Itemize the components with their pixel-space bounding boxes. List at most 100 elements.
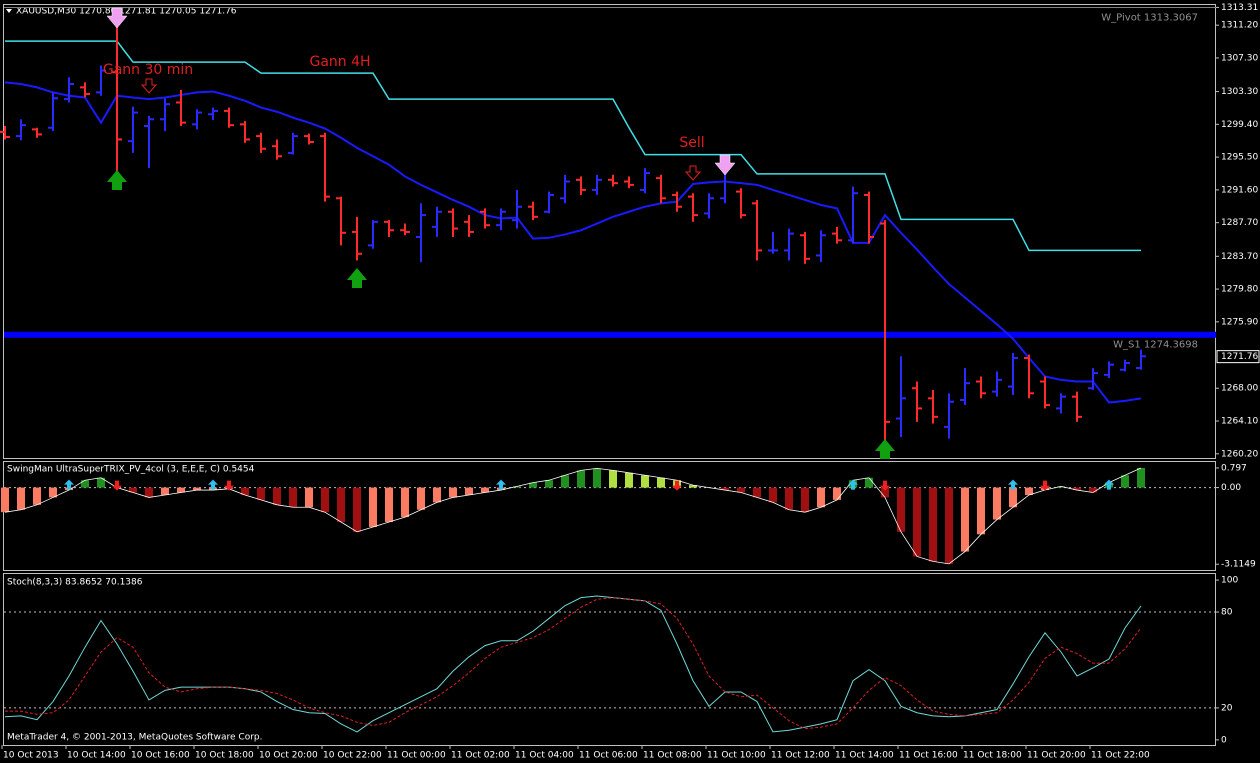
sell-arrow: [224, 480, 234, 491]
histogram-bar: [753, 487, 761, 498]
histogram-bar: [49, 487, 57, 498]
y-tick-label: 80: [1221, 608, 1233, 618]
stoch-pane-frame: [3, 573, 1216, 746]
x-tick-label: 11 Oct 12:00: [771, 751, 830, 761]
histogram-bar: [33, 487, 41, 505]
y-tick-label: 0: [1221, 735, 1227, 745]
y-tick-label: 1313.31: [1221, 3, 1258, 13]
x-tick-label: 10 Oct 2013: [3, 751, 59, 761]
y-tick-label: 1299.40: [1221, 120, 1258, 130]
buy-arrow: [1104, 479, 1114, 490]
x-tick-label: 11 Oct 08:00: [643, 751, 702, 761]
stoch-line: [5, 597, 1142, 730]
x-tick-label: 11 Oct 18:00: [963, 751, 1022, 761]
sell-arrow: [672, 480, 682, 491]
buy-arrow: [1008, 479, 1018, 490]
annotation: Gann 30 min: [103, 62, 193, 78]
histogram-bar: [177, 487, 185, 493]
histogram-bar: [385, 487, 393, 523]
histogram-bar: [897, 487, 905, 532]
y-tick-label: 1283.70: [1221, 252, 1258, 262]
level-label: W_Pivot 1313.3067: [1101, 12, 1198, 23]
histogram-bar: [881, 487, 889, 498]
histogram-bar: [289, 487, 297, 508]
histogram-bar: [593, 468, 601, 488]
symbol-icon: [6, 9, 12, 13]
trix-pane-frame: [3, 461, 1216, 571]
histogram-bar: [513, 486, 521, 488]
histogram-bar: [833, 487, 841, 500]
last-price-label: 1271.76: [1221, 352, 1258, 362]
histogram-bar: [641, 475, 649, 488]
annotation: Sell: [679, 135, 704, 151]
histogram-bar: [481, 487, 489, 493]
histogram-bar: [625, 472, 633, 488]
x-tick-label: 10 Oct 16:00: [131, 751, 190, 761]
sell-arrow: [112, 480, 122, 491]
histogram-bar: [1073, 487, 1081, 491]
histogram-bar: [433, 487, 441, 503]
histogram-bar: [913, 487, 921, 557]
histogram-bar: [1057, 486, 1065, 488]
x-tick-label: 10 Oct 18:00: [195, 751, 254, 761]
histogram-bar: [17, 487, 25, 510]
histogram-bar: [689, 485, 697, 488]
buy-arrow: [208, 479, 218, 490]
signal-arrow: [347, 268, 367, 288]
histogram-bar: [545, 480, 553, 488]
y-tick-label: 1307.30: [1221, 53, 1258, 63]
histogram-bar: [145, 487, 153, 498]
gann-arrow: [140, 78, 158, 94]
x-tick-label: 11 Oct 04:00: [515, 751, 574, 761]
histogram-bar: [337, 487, 345, 523]
price-pane-frame: [3, 4, 1216, 459]
sell-arrow: [880, 480, 890, 491]
histogram-bar: [161, 487, 169, 495]
x-tick-label: 11 Oct 10:00: [707, 751, 766, 761]
x-tick-label: 11 Oct 00:00: [387, 751, 446, 761]
histogram-bar: [785, 487, 793, 510]
y-tick-label: 1291.60: [1221, 185, 1258, 195]
x-tick-label: 11 Oct 16:00: [899, 751, 958, 761]
x-tick-label: 11 Oct 14:00: [835, 751, 894, 761]
x-tick-label: 11 Oct 02:00: [451, 751, 510, 761]
histogram-bar: [81, 480, 89, 488]
x-tick-label: 10 Oct 14:00: [67, 751, 126, 761]
histogram-bar: [465, 487, 473, 495]
histogram-bar: [977, 487, 985, 535]
histogram-bar: [657, 477, 665, 488]
histogram-bar: [305, 487, 313, 508]
y-tick-label: -3.1149: [1221, 560, 1256, 570]
histogram-bar: [1025, 487, 1033, 495]
histogram-bar: [417, 487, 425, 510]
histogram-bar: [353, 487, 361, 532]
x-tick-label: 11 Oct 20:00: [1027, 751, 1086, 761]
y-tick-label: 1260.20: [1221, 449, 1258, 459]
gann-arrow: [684, 165, 702, 181]
histogram-bar: [1089, 487, 1097, 493]
signal-arrow: [875, 439, 895, 459]
histogram-bar: [865, 477, 873, 488]
histogram-bar: [577, 470, 585, 488]
buy-arrow: [64, 479, 74, 490]
y-tick-label: 1287.70: [1221, 218, 1258, 228]
last-price-box: [1216, 350, 1260, 364]
y-tick-label: 1295.50: [1221, 153, 1258, 163]
footer: MetaTrader 4, © 2001-2013, MetaQuotes So…: [7, 733, 263, 743]
stoch-line: [4, 595, 1142, 733]
buy-arrow: [496, 479, 506, 490]
histogram-bar: [193, 487, 201, 491]
histogram-bar: [945, 487, 953, 564]
y-tick-label: 20: [1221, 703, 1233, 713]
y-tick-label: 100: [1221, 576, 1238, 586]
histogram-bar: [241, 487, 249, 495]
histogram-bar: [1009, 487, 1017, 508]
histogram-bar: [449, 487, 457, 498]
level-label: W_S1 1274.3698: [1113, 340, 1198, 351]
y-tick-label: 1268.00: [1221, 384, 1258, 394]
histogram-bar: [1121, 475, 1129, 488]
x-tick-label: 11 Oct 06:00: [579, 751, 638, 761]
histogram-bar: [529, 482, 537, 488]
